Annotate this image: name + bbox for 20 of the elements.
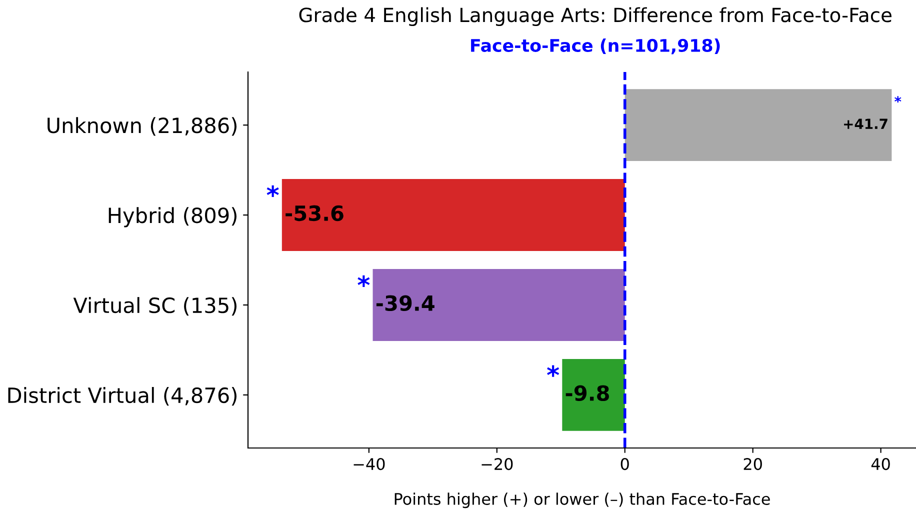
data-label: -53.6: [286, 205, 344, 222]
data-label: +41.7: [844, 118, 888, 129]
annotation: *: [358, 275, 370, 287]
chart-title: Grade 4 English Language Arts: Difference from Face-to-Face: [299, 7, 892, 26]
y-tick-label: Unknown (21,886): [48, 117, 236, 136]
y-tick-label: Hybrid (809): [108, 207, 236, 228]
data-label: -9.8: [566, 385, 609, 401]
annotation: *: [547, 365, 560, 377]
x-tick-label: 20: [744, 458, 762, 470]
x-tick-label: 40: [871, 458, 890, 470]
y-tick-label: District Virtual (4,876): [8, 387, 236, 406]
chart-subtitle: Face-to-Face (n=101,918): [471, 38, 720, 54]
annotation: *: [894, 96, 902, 103]
x-tick-label: −20: [482, 458, 513, 470]
data-label: -39.4: [376, 295, 434, 312]
x-axis-title: Points higher (+) or lower (–) than Face-to-Face: [394, 492, 770, 508]
y-tick-label: Virtual SC (135): [73, 297, 236, 316]
annotation: *: [266, 185, 279, 197]
x-tick-label: −40: [354, 458, 385, 470]
x-tick-label: 0: [620, 458, 629, 470]
